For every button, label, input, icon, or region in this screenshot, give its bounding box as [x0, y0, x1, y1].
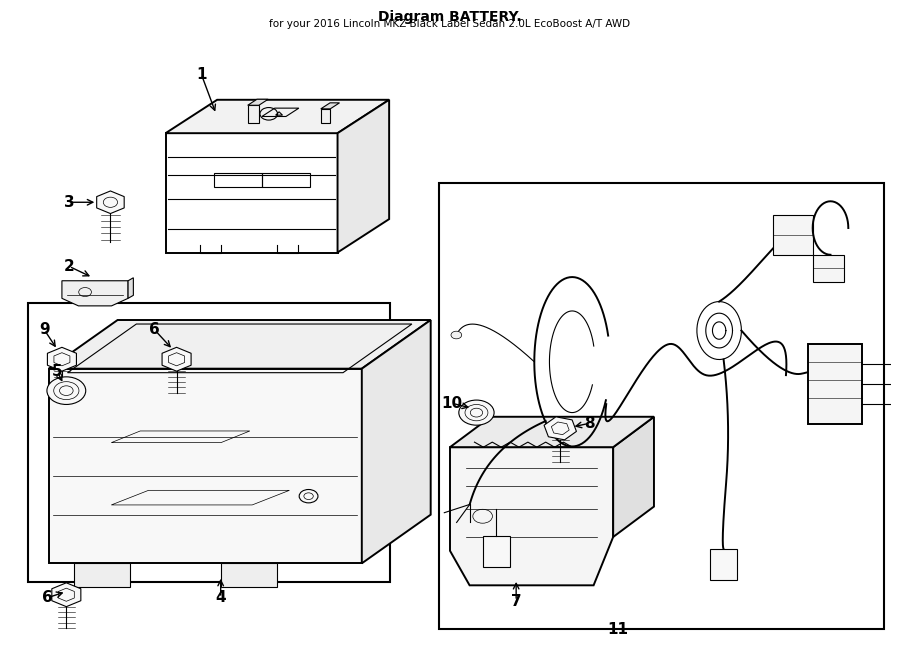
Bar: [438, 184, 884, 629]
Bar: [262, 173, 310, 187]
Bar: [710, 549, 737, 580]
Text: 10: 10: [441, 396, 463, 410]
Bar: [213, 173, 262, 187]
Bar: [808, 344, 861, 424]
Text: 5: 5: [52, 364, 63, 379]
Text: 1: 1: [196, 67, 206, 82]
Text: 6: 6: [41, 590, 52, 605]
Polygon shape: [450, 417, 654, 447]
Polygon shape: [62, 281, 128, 306]
Text: 6: 6: [149, 323, 160, 337]
Polygon shape: [162, 347, 191, 371]
Polygon shape: [362, 320, 431, 563]
Text: 4: 4: [215, 590, 226, 605]
Polygon shape: [166, 100, 389, 134]
Polygon shape: [74, 563, 130, 587]
Polygon shape: [128, 278, 133, 298]
Bar: [29, 303, 390, 582]
Circle shape: [47, 377, 86, 405]
Bar: [813, 254, 844, 282]
Polygon shape: [49, 369, 362, 563]
Bar: [248, 105, 259, 123]
Polygon shape: [166, 134, 338, 253]
Text: 9: 9: [39, 323, 50, 337]
Text: 11: 11: [608, 622, 628, 637]
Polygon shape: [338, 100, 389, 253]
Text: 3: 3: [64, 195, 75, 210]
Polygon shape: [49, 320, 431, 369]
Polygon shape: [52, 583, 81, 607]
Polygon shape: [48, 347, 76, 371]
Polygon shape: [220, 563, 277, 587]
Bar: [772, 215, 813, 254]
Text: for your 2016 Lincoln MKZ Black Label Sedan 2.0L EcoBoost A/T AWD: for your 2016 Lincoln MKZ Black Label Se…: [269, 19, 631, 28]
Text: Diagram BATTERY.: Diagram BATTERY.: [378, 10, 522, 24]
Polygon shape: [544, 417, 576, 440]
Polygon shape: [450, 447, 613, 586]
Polygon shape: [248, 99, 268, 105]
Polygon shape: [613, 417, 654, 537]
Circle shape: [451, 331, 462, 339]
Text: 8: 8: [584, 416, 595, 431]
Text: 2: 2: [64, 259, 75, 274]
Bar: [483, 535, 509, 567]
Polygon shape: [96, 191, 124, 214]
Circle shape: [459, 400, 494, 425]
Polygon shape: [320, 103, 339, 109]
Text: 7: 7: [511, 594, 521, 609]
Bar: [320, 109, 330, 123]
